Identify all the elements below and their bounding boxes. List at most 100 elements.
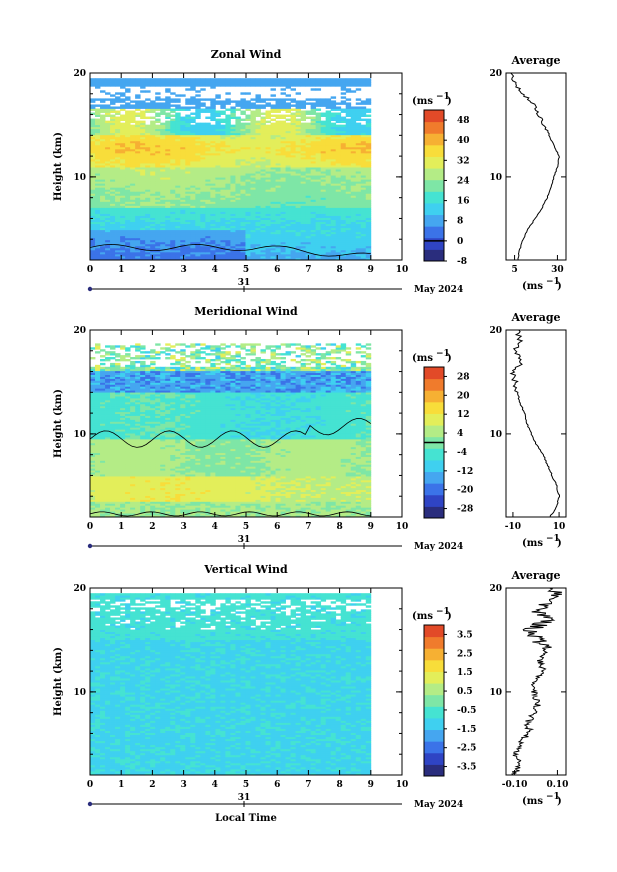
heatmap-cell bbox=[320, 130, 327, 134]
heatmap-cell bbox=[365, 173, 372, 176]
heatmap-cell bbox=[365, 118, 372, 122]
heatmap-cell bbox=[165, 201, 171, 204]
heatmap-cell bbox=[110, 235, 116, 239]
heatmap-cell bbox=[155, 175, 161, 178]
heatmap-cell bbox=[90, 183, 96, 186]
heatmap-cell bbox=[150, 195, 156, 198]
heatmap-cell bbox=[210, 217, 216, 220]
heatmap-cell bbox=[275, 120, 281, 124]
heatmap-cell bbox=[365, 165, 372, 168]
heatmap-cell bbox=[265, 167, 271, 170]
heatmap-cell bbox=[100, 169, 106, 172]
heatmap-cell bbox=[330, 140, 337, 144]
heatmap-cell bbox=[155, 253, 161, 257]
heatmap-cell bbox=[305, 229, 312, 233]
heatmap-cell bbox=[315, 126, 322, 130]
heatmap-cell bbox=[355, 215, 362, 218]
heatmap-cell bbox=[165, 154, 171, 158]
heatmap-cell bbox=[270, 126, 276, 130]
heatmap-cell bbox=[345, 251, 352, 255]
heatmap-cell bbox=[280, 223, 286, 227]
heatmap-cell bbox=[170, 257, 176, 260]
heatmap-cell bbox=[270, 118, 276, 122]
heatmap-cell bbox=[325, 134, 332, 138]
heatmap-cell bbox=[210, 98, 216, 101]
heatmap-cell bbox=[120, 158, 126, 162]
heatmap-cell bbox=[365, 245, 372, 249]
heatmap-cell bbox=[125, 177, 131, 180]
heatmap-cell bbox=[200, 88, 206, 91]
heatmap-cell bbox=[285, 217, 291, 220]
heatmap-cell bbox=[305, 243, 312, 247]
heatmap-cell bbox=[110, 515, 116, 517]
heatmap-cell bbox=[360, 229, 367, 233]
profile-frame bbox=[505, 72, 567, 261]
heatmap-cell bbox=[115, 205, 121, 208]
heatmap-cell bbox=[330, 138, 337, 142]
heatmap-cell bbox=[240, 98, 246, 101]
heatmap-cell bbox=[275, 146, 281, 150]
heatmap-cell bbox=[345, 513, 352, 516]
heatmap-cell bbox=[125, 173, 131, 176]
heatmap-cell bbox=[235, 515, 241, 517]
heatmap-cell bbox=[120, 163, 126, 166]
heatmap-cell bbox=[215, 154, 221, 158]
heatmap-cell bbox=[345, 197, 352, 200]
heatmap-cell bbox=[240, 201, 246, 204]
heatmap-cell bbox=[185, 189, 191, 192]
heatmap-cell bbox=[170, 505, 176, 508]
heatmap-cell bbox=[125, 163, 131, 166]
heatmap-cell bbox=[175, 126, 181, 130]
heatmap-cell bbox=[300, 189, 307, 192]
heatmap-cell bbox=[175, 511, 181, 514]
heatmap-cell bbox=[295, 150, 301, 154]
heatmap-cell bbox=[245, 181, 251, 184]
heatmap-cell bbox=[195, 158, 201, 162]
heatmap-cell bbox=[160, 140, 166, 144]
heatmap-cell bbox=[215, 138, 221, 142]
heatmap-cell bbox=[295, 82, 301, 85]
heatmap-cell bbox=[225, 144, 231, 148]
heatmap-cell bbox=[125, 187, 131, 190]
heatmap-cell bbox=[270, 130, 276, 134]
heatmap-cell bbox=[105, 219, 111, 223]
heatmap-cell bbox=[130, 235, 136, 239]
heatmap-cell bbox=[190, 225, 196, 229]
heatmap-cell bbox=[125, 128, 131, 132]
heatmap-cell bbox=[245, 126, 251, 130]
heatmap-cell bbox=[325, 122, 332, 126]
heatmap-cell bbox=[245, 253, 251, 257]
heatmap-cell bbox=[310, 130, 317, 134]
heatmap-cell bbox=[165, 237, 171, 241]
heatmap-cell bbox=[215, 231, 221, 235]
heatmap-cell bbox=[250, 189, 256, 192]
heatmap-cell bbox=[125, 199, 131, 202]
heatmap-cell bbox=[320, 239, 327, 243]
heatmap-cell bbox=[105, 255, 111, 259]
heatmap-cell bbox=[295, 205, 301, 208]
heatmap-cell bbox=[255, 205, 261, 208]
heatmap-cell bbox=[365, 205, 372, 208]
heatmap-cell bbox=[170, 142, 176, 146]
heatmap-cell bbox=[355, 231, 362, 235]
heatmap-cell bbox=[165, 239, 171, 243]
heatmap-cell bbox=[185, 120, 191, 124]
heatmap-cell bbox=[270, 243, 276, 247]
heatmap-cell bbox=[110, 152, 116, 156]
heatmap-cell bbox=[325, 207, 332, 210]
heatmap-cell bbox=[135, 173, 141, 176]
heatmap-cell bbox=[245, 134, 251, 138]
heatmap-cell bbox=[110, 225, 116, 229]
heatmap-cell bbox=[210, 161, 216, 164]
heatmap-cell bbox=[225, 189, 231, 192]
heatmap-cell bbox=[260, 179, 266, 182]
heatmap-cell bbox=[200, 161, 206, 164]
heatmap-cell bbox=[155, 84, 161, 87]
heatmap-cell bbox=[165, 183, 171, 186]
heatmap-cell bbox=[120, 197, 126, 200]
heatmap-cell bbox=[280, 197, 286, 200]
heatmap-cell bbox=[170, 243, 176, 247]
heatmap-cell bbox=[250, 118, 256, 122]
heatmap-cell bbox=[90, 98, 96, 101]
heatmap-cell bbox=[220, 201, 226, 204]
